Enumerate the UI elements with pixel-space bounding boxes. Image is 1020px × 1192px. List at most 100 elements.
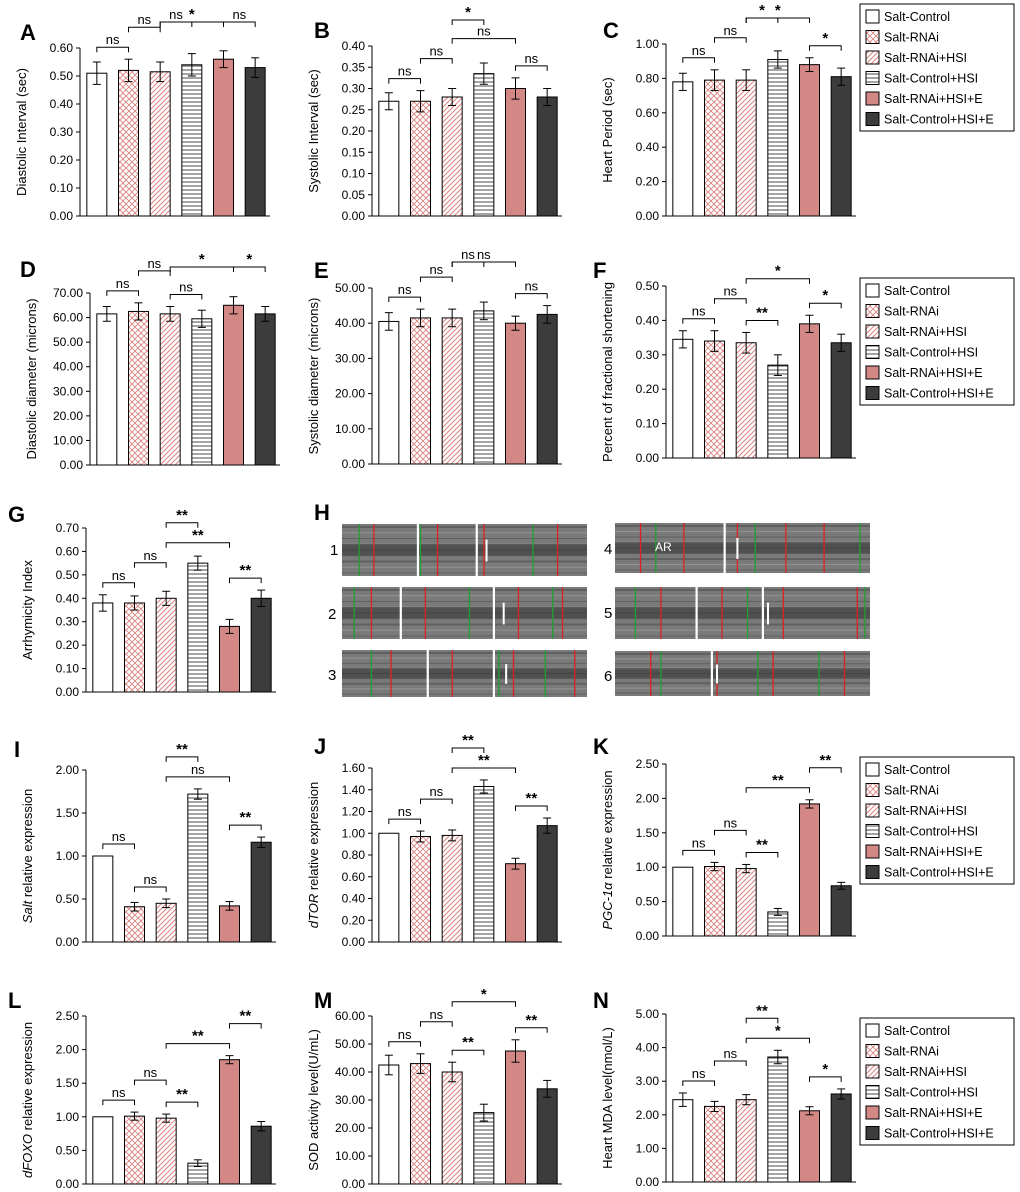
significance-label: * xyxy=(199,251,205,268)
y-tick-label: 0.00 xyxy=(342,1177,366,1191)
significance-label: ** xyxy=(462,1034,474,1051)
y-tick-label: 0.20 xyxy=(342,913,366,927)
significance-label: ns xyxy=(398,282,412,297)
legend-label: Salt-RNAi+HSI xyxy=(884,804,967,818)
legend-swatch xyxy=(865,283,880,298)
chart-panel-g: G 0.00 0.10 0.20 0.30 0.40 0.50 0.60 0.70 Arrhymi… xyxy=(8,502,276,699)
y-tick-label: 1.00 xyxy=(636,860,660,874)
legend-swatch xyxy=(865,386,880,400)
legend-label: Salt-Control+HSI xyxy=(884,346,978,360)
significance-label: ns xyxy=(398,804,412,819)
legend-swatch xyxy=(865,1126,880,1140)
significance-bracket xyxy=(745,787,810,793)
y-axis-label-text: relative expression xyxy=(306,782,321,894)
significance-label: ns xyxy=(143,548,157,563)
y-tick-label: 0.00 xyxy=(636,451,660,465)
y-tick-label: 0.20 xyxy=(636,382,660,396)
y-tick-label: 0.80 xyxy=(636,71,660,85)
bar xyxy=(767,364,789,459)
significance-bracket xyxy=(229,577,262,584)
bar xyxy=(378,1064,400,1185)
significance-bracket xyxy=(809,302,842,309)
y-tick-label: 0.30 xyxy=(342,82,366,96)
significance-bracket xyxy=(515,293,548,299)
legend-swatch xyxy=(865,1023,880,1038)
bar xyxy=(149,71,171,217)
significance-bracket xyxy=(745,1037,810,1044)
y-tick-label: 3.00 xyxy=(636,1074,660,1088)
kymograph-texture xyxy=(615,668,870,679)
y-axis-label: Diastolic diameter (microns) xyxy=(24,298,39,459)
significance-bracket xyxy=(451,1001,516,1007)
significance-label: ns xyxy=(191,762,205,777)
y-tick-label: 0.00 xyxy=(60,458,84,472)
significance-bracket xyxy=(745,1017,779,1024)
y-tick-label: 1.20 xyxy=(342,805,366,819)
bar xyxy=(441,96,463,217)
panel-letter: F xyxy=(593,258,606,283)
legend-swatch xyxy=(865,762,880,777)
bar xyxy=(410,836,431,943)
significance-label: ns xyxy=(112,829,126,844)
significance-bracket xyxy=(682,849,715,856)
panel-letter: J xyxy=(314,734,326,759)
y-tick-label: 0.70 xyxy=(56,521,80,535)
panel-letter: M xyxy=(314,988,332,1013)
significance-label: ** xyxy=(819,752,831,769)
kymograph-texture xyxy=(342,543,587,557)
y-axis-label-text: relative expression xyxy=(600,770,615,882)
bar xyxy=(830,1093,852,1183)
y-tick-label: 1.00 xyxy=(56,1110,80,1124)
kymograph-row-label: 6 xyxy=(604,668,612,685)
significance-label: ** xyxy=(239,562,251,579)
legend-frame xyxy=(859,756,1015,885)
significance-bracket xyxy=(745,851,779,858)
y-tick-label: 0.30 xyxy=(50,125,74,139)
y-tick-label: 0.50 xyxy=(50,69,74,83)
significance-label: ns xyxy=(112,1085,126,1100)
y-tick-label: 0.05 xyxy=(342,188,366,202)
y-tick-label: 2.50 xyxy=(56,1009,80,1023)
significance-label: ns xyxy=(723,815,737,830)
y-tick-label: 0.80 xyxy=(342,848,366,862)
legend-label: Salt-RNAi xyxy=(884,31,939,45)
significance-bracket xyxy=(420,276,453,283)
bar xyxy=(92,855,114,943)
kymograph-texture xyxy=(342,667,587,680)
bar xyxy=(219,905,240,943)
bar xyxy=(799,64,820,217)
kymograph-strip-6 xyxy=(615,651,870,696)
significance-label: ** xyxy=(176,507,188,524)
significance-bracket xyxy=(451,767,516,773)
y-tick-label: 0.60 xyxy=(50,41,74,55)
legend-swatch xyxy=(865,1044,880,1058)
bar xyxy=(118,69,139,217)
significance-bracket xyxy=(134,1079,167,1086)
significance-label: * xyxy=(775,1022,781,1039)
panel-letter: B xyxy=(314,18,330,43)
bar xyxy=(536,825,558,943)
y-tick-label: 50.00 xyxy=(335,1037,365,1051)
bar xyxy=(378,832,400,943)
significance-bracket xyxy=(388,296,421,303)
chart-panel-f: F 0.00 0.10 0.20 0.30 0.40 0.50 Percent of frac… xyxy=(593,258,856,465)
bar xyxy=(92,602,114,693)
y-axis-label: Percent of fractional shortening xyxy=(600,282,615,462)
significance-label: ns xyxy=(147,256,161,271)
y-tick-label: 30.00 xyxy=(335,351,365,365)
y-tick-label: 40.00 xyxy=(335,316,365,330)
y-tick-label: 0.25 xyxy=(342,103,366,117)
bar xyxy=(86,72,108,217)
legend-swatch xyxy=(865,324,880,339)
significance-label: * xyxy=(189,6,195,23)
legend-swatch xyxy=(865,824,880,838)
significance-label: ns xyxy=(429,262,443,277)
chart-panel-k: K 0.00 0.50 1.00 1.50 2.00 2.50 PGC-1α relative… xyxy=(593,734,856,943)
legend-swatch xyxy=(865,365,880,380)
y-tick-label: 0.00 xyxy=(636,929,660,943)
y-tick-label: 0.40 xyxy=(56,591,80,605)
legend-label: Salt-RNAi+HSI xyxy=(884,1065,967,1079)
significance-label: * xyxy=(775,263,781,280)
y-tick-label: 0.50 xyxy=(56,568,80,582)
y-tick-label: 0.40 xyxy=(636,313,660,327)
